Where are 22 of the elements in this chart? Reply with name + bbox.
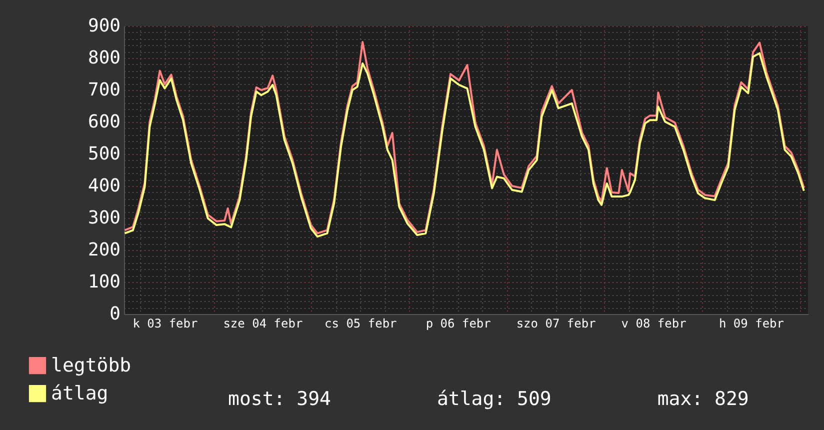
x-tick-label: h 09 febr	[718, 316, 784, 330]
y-tick-label: 500	[88, 144, 120, 164]
x-tick-label: cs 05 febr	[324, 316, 397, 330]
x-tick-label: szo 07 febr	[516, 316, 596, 330]
y-tick-label: 400	[88, 176, 120, 196]
legend-label: átlag	[51, 382, 108, 404]
x-tick-label: k 03 febr	[132, 316, 198, 330]
y-tick-label: 600	[88, 112, 120, 132]
x-tick-label: v 08 febr	[621, 316, 686, 330]
y-tick-label: 0	[110, 304, 120, 324]
y-tick-label: 800	[88, 48, 120, 68]
text: most: 394	[228, 388, 331, 410]
y-tick-label: 900	[88, 16, 120, 36]
text: átlag: 509	[436, 388, 552, 410]
x-tick-label: p 06 febr	[426, 316, 491, 330]
y-tick-label: 100	[88, 272, 120, 292]
y-tick-label: 200	[88, 240, 120, 260]
legend-label: legtöbb	[51, 354, 132, 376]
text: max: 829	[657, 388, 749, 410]
x-tick-label: sze 04 febr	[223, 316, 303, 330]
y-tick-label: 700	[88, 80, 120, 100]
y-tick-label: 300	[88, 208, 120, 228]
